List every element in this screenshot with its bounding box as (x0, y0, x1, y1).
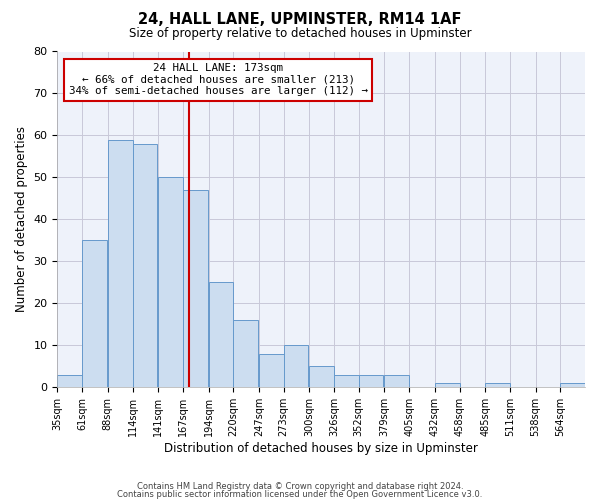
Bar (133, 144, 157, 388)
Bar (334, 375, 359, 388)
Bar (183, 190, 208, 388)
Text: Size of property relative to detached houses in Upminster: Size of property relative to detached ho… (128, 28, 472, 40)
Bar (82, 240, 107, 388)
Bar (310, 366, 334, 388)
Text: 24 HALL LANE: 173sqm
← 66% of detached houses are smaller (213)
34% of semi-deta: 24 HALL LANE: 173sqm ← 66% of detached h… (69, 64, 368, 96)
Bar (58, 375, 82, 388)
Bar (233, 320, 258, 388)
Bar (385, 375, 409, 388)
Bar (158, 178, 183, 388)
Bar (108, 140, 133, 388)
Text: Contains HM Land Registry data © Crown copyright and database right 2024.: Contains HM Land Registry data © Crown c… (137, 482, 463, 491)
Bar (284, 346, 308, 388)
Bar (435, 383, 460, 388)
Bar (359, 375, 383, 388)
Text: 24, HALL LANE, UPMINSTER, RM14 1AF: 24, HALL LANE, UPMINSTER, RM14 1AF (138, 12, 462, 28)
Bar (485, 383, 510, 388)
Bar (209, 282, 233, 388)
Bar (560, 383, 585, 388)
Bar (259, 354, 284, 388)
X-axis label: Distribution of detached houses by size in Upminster: Distribution of detached houses by size … (164, 442, 478, 455)
Y-axis label: Number of detached properties: Number of detached properties (15, 126, 28, 312)
Text: Contains public sector information licensed under the Open Government Licence v3: Contains public sector information licen… (118, 490, 482, 499)
